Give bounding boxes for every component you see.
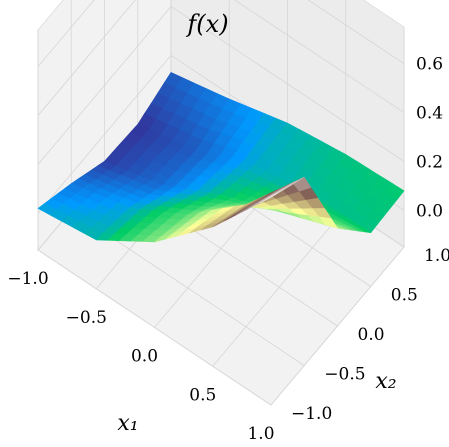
grid-z-left bbox=[37, 6, 172, 165]
x-tick-label: 0.0 bbox=[131, 347, 158, 367]
grid-z-back bbox=[170, 6, 405, 162]
y-axis-label: x₂ bbox=[375, 369, 396, 394]
grid-z-back bbox=[234, 0, 405, 113]
z-tick-label: 0.6 bbox=[416, 55, 443, 75]
z-tick-label: 0.0 bbox=[416, 201, 443, 221]
axis-ticks: −1.0 −0.5 0.0 0.5 1.0 −1.0 −0.5 0.0 0.5 1.0 0.0 0.2… bbox=[7, 55, 449, 444]
z-tick-label: 0.4 bbox=[416, 104, 443, 124]
x-tick-label: 0.5 bbox=[189, 385, 216, 405]
x-tick-label: −1.0 bbox=[7, 269, 48, 289]
grid-z-left bbox=[37, 0, 95, 67]
z-tick-label: 0.2 bbox=[416, 152, 443, 172]
y-tick-label: −1.0 bbox=[291, 404, 332, 424]
grid-z-left bbox=[37, 0, 136, 116]
y-tick-label: −0.5 bbox=[324, 365, 365, 385]
y-tick-label: 1.0 bbox=[424, 246, 449, 266]
surface-mesh bbox=[37, 72, 405, 243]
x-tick-label: −0.5 bbox=[66, 308, 107, 328]
chart-title: f(x) bbox=[185, 10, 228, 38]
y-tick-label: 0.5 bbox=[391, 286, 418, 306]
grid-z-left bbox=[37, 55, 172, 214]
x-tick-label: 1.0 bbox=[247, 424, 274, 444]
grid-z-back bbox=[307, 0, 405, 64]
y-tick-label: 0.0 bbox=[358, 325, 385, 345]
grid-y-floor bbox=[37, 249, 272, 406]
surface-facet bbox=[259, 192, 278, 204]
x-axis-label: x₁ bbox=[117, 411, 138, 436]
